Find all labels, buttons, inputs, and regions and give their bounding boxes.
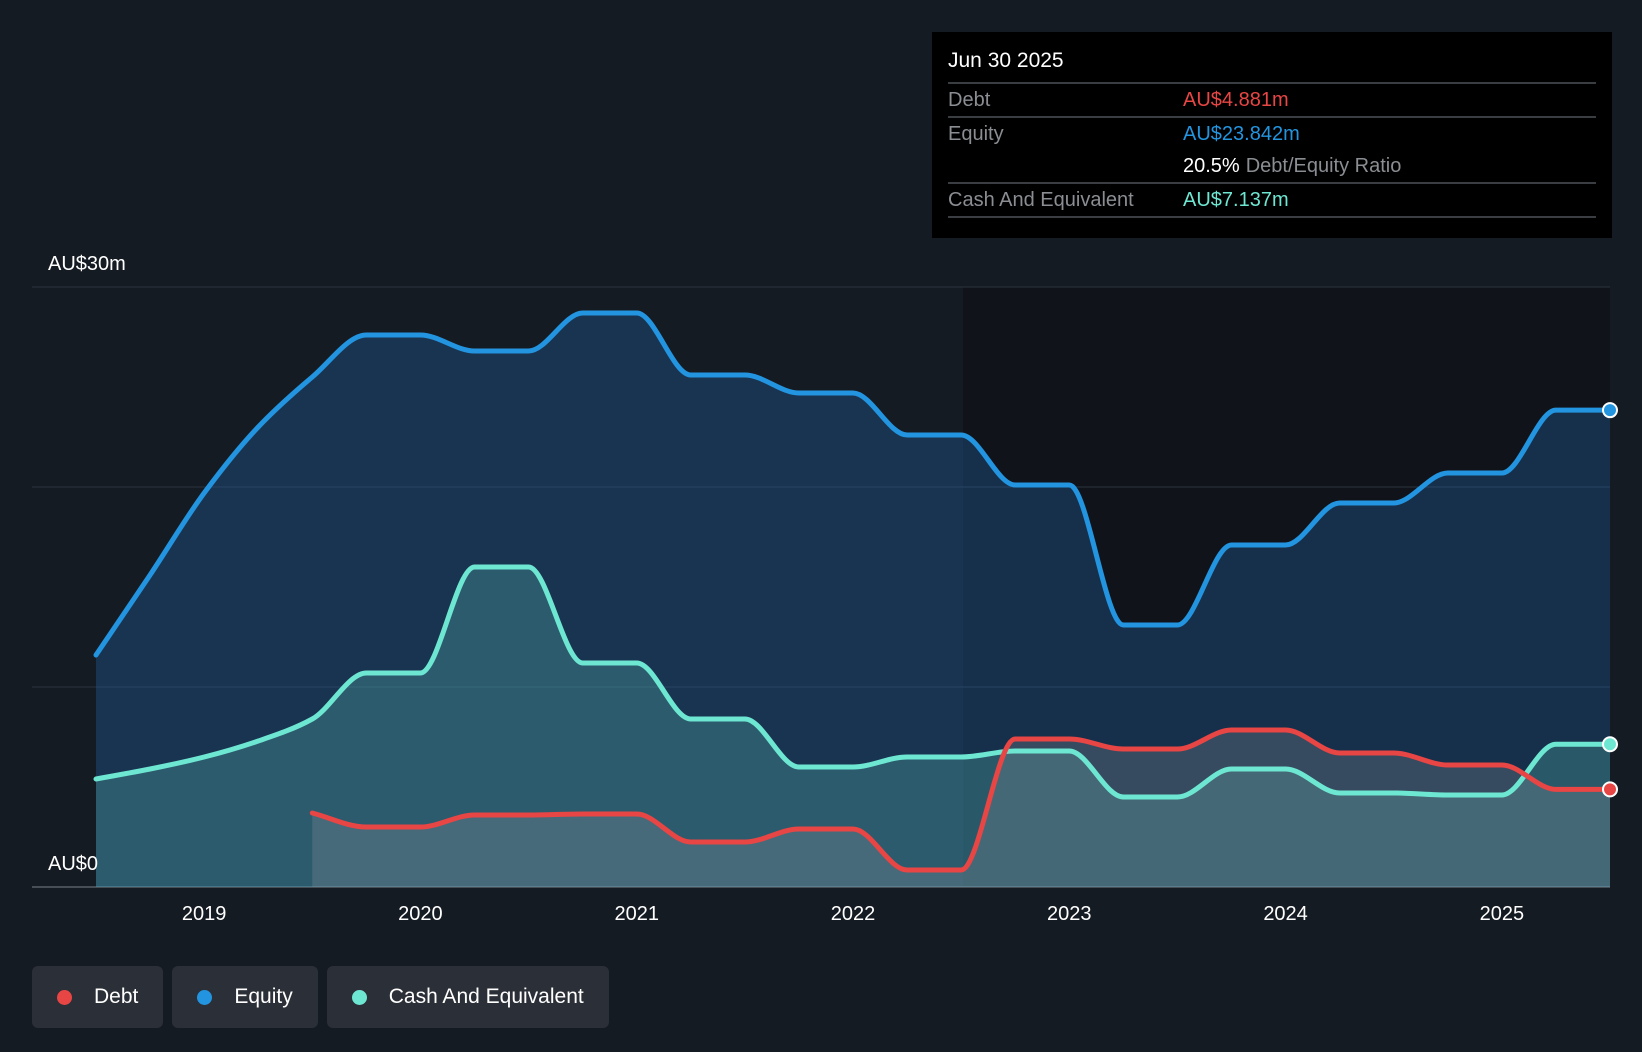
cash-dot-icon: [351, 989, 367, 1005]
cash-and-equivalent-line: [93, 564, 1613, 800]
debt-line: [309, 727, 1613, 873]
tooltip-equity-label: Equity: [948, 123, 1004, 145]
cash-and-equivalent-end-point: [1602, 736, 1618, 753]
tooltip-ratio-label: Debt/Equity Ratio: [1245, 155, 1402, 177]
debt-dot-icon: [57, 989, 72, 1005]
tooltip-cash-label: Cash And Equivalent: [948, 189, 1134, 211]
equity-area: [96, 313, 1610, 887]
legend: Debt Equity Cash And Equivalent: [32, 966, 609, 1028]
x-tick-label: 2019: [182, 903, 227, 925]
x-tick-label: 2021: [614, 903, 659, 925]
tooltip-date: Jun 30 2025: [948, 49, 1064, 72]
y-tick-label-max: AU$30m: [48, 253, 126, 275]
tooltip-row-ratio: 20.5% Debt/Equity Ratio: [948, 150, 1596, 182]
x-tick-label: 2025: [1480, 903, 1525, 925]
equity-line: [93, 310, 1613, 658]
tooltip: Jun 30 2025 Debt AU$4.881m Equity AU$23.…: [932, 32, 1612, 238]
equity-end-point: [1602, 402, 1618, 419]
tooltip-ratio-value: 20.5%: [1183, 155, 1240, 177]
legend-label: Cash And Equivalent: [388, 985, 584, 1008]
x-tick-label: 2020: [398, 903, 443, 925]
legend-label: Equity: [234, 985, 293, 1008]
x-tick-label: 2024: [1263, 903, 1308, 925]
legend-item-cash[interactable]: Cash And Equivalent: [326, 966, 609, 1028]
highlight-region: [963, 287, 1610, 887]
tooltip-row-cash: Cash And Equivalent AU$7.137m: [948, 182, 1596, 218]
x-tick-label: 2022: [831, 903, 876, 925]
legend-item-debt[interactable]: Debt: [32, 966, 164, 1028]
cash-and-equivalent-area: [96, 567, 1610, 887]
tooltip-debt-value: AU$4.881m: [1183, 89, 1289, 111]
tooltip-debt-label: Debt: [948, 89, 991, 111]
legend-item-equity[interactable]: Equity: [172, 966, 318, 1028]
tooltip-cash-value: AU$7.137m: [1183, 189, 1289, 211]
y-tick-label-min: AU$0: [48, 853, 98, 875]
x-tick-label: 2023: [1047, 903, 1092, 925]
tooltip-row-debt: Debt AU$4.881m: [948, 82, 1596, 116]
tooltip-equity-value: AU$23.842m: [1183, 123, 1300, 145]
equity-dot-icon: [197, 989, 213, 1005]
debt-end-point: [1602, 781, 1618, 798]
tooltip-row-equity: Equity AU$23.842m: [948, 116, 1596, 150]
legend-label: Debt: [94, 985, 139, 1008]
